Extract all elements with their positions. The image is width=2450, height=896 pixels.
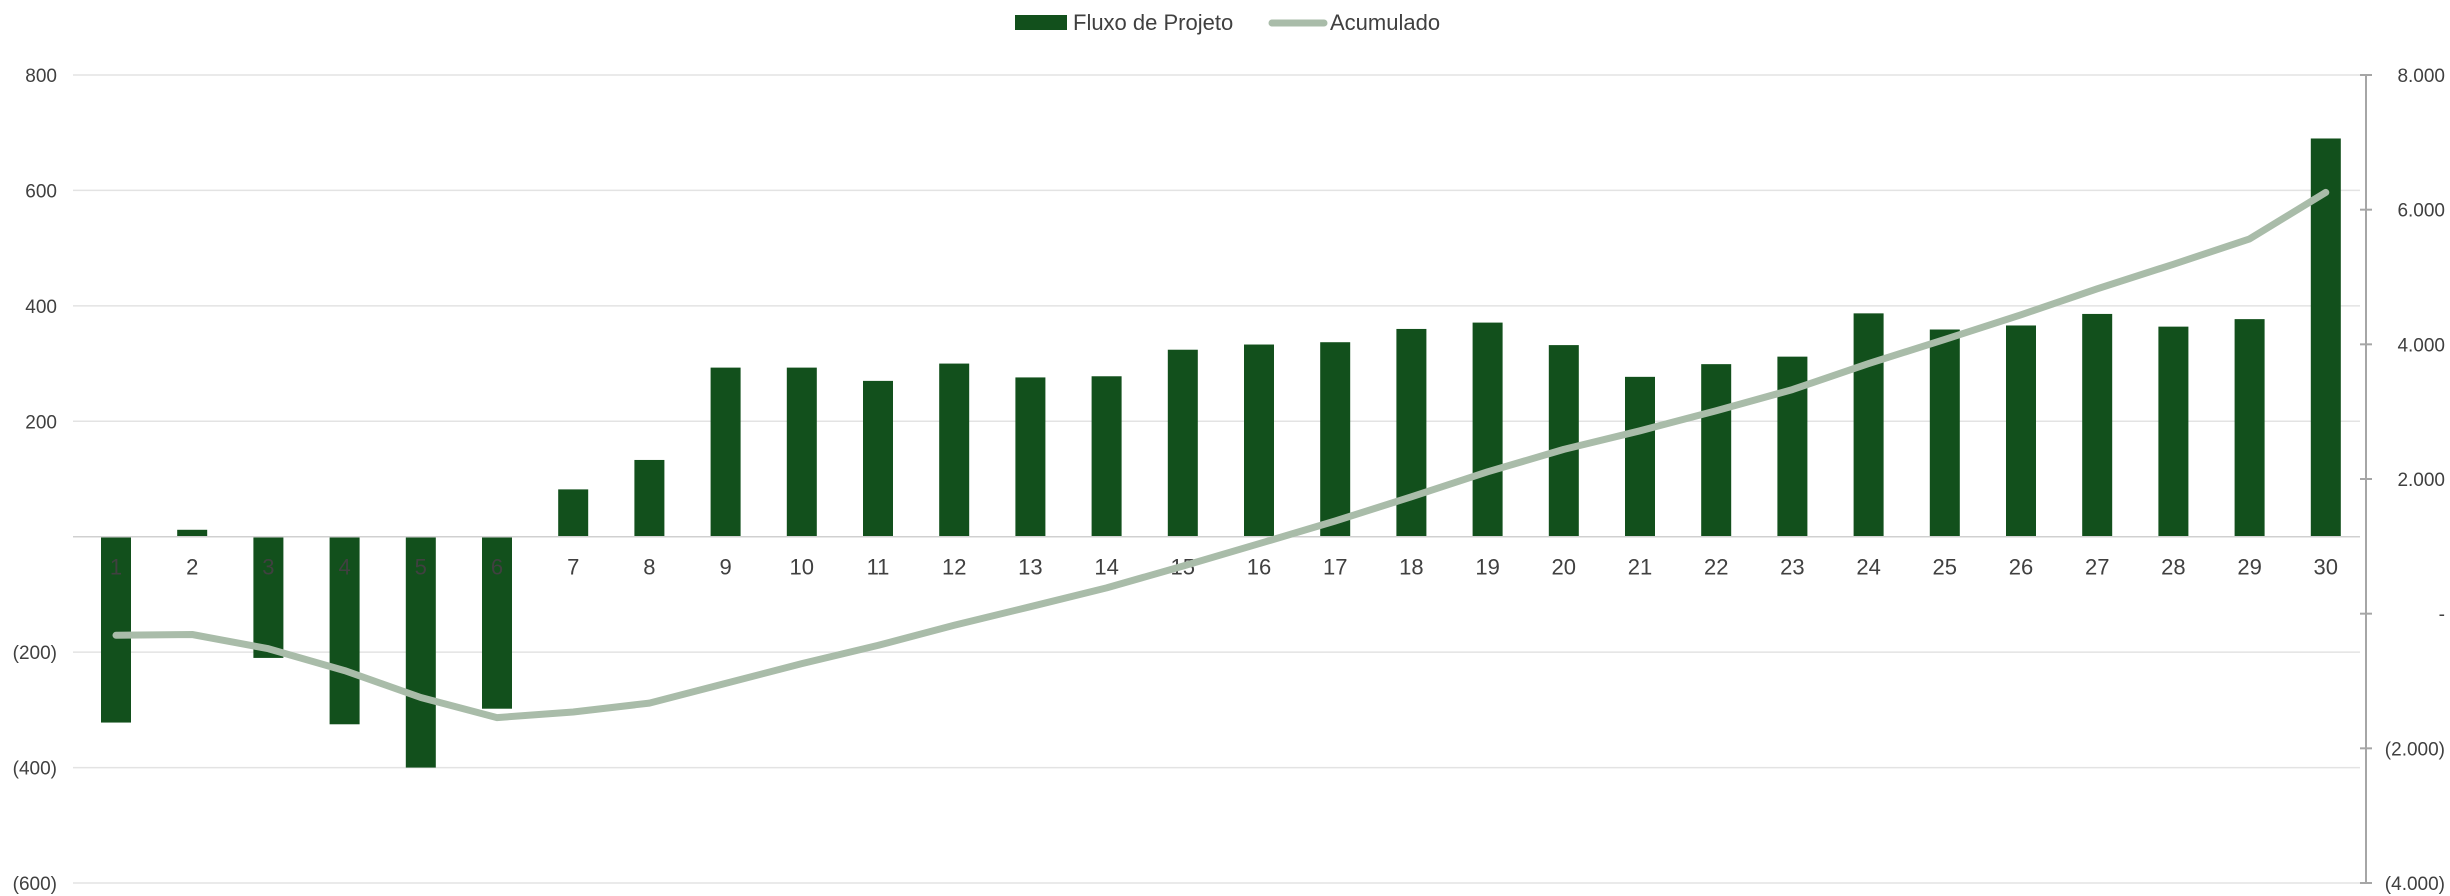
bar-5 [405, 536, 436, 768]
bar-18 [1396, 328, 1427, 537]
category-label-10: 10 [790, 555, 814, 580]
bar-13 [1015, 377, 1046, 537]
category-label-11: 11 [867, 555, 890, 580]
category-label-8: 8 [643, 555, 655, 580]
bar-26 [2006, 325, 2036, 537]
category-label-22: 22 [1704, 555, 1728, 580]
category-label-14: 14 [1094, 555, 1118, 580]
category-label-1: 1 [110, 555, 122, 580]
bar-30 [2310, 138, 2341, 537]
left-tick-label-0: 800 [25, 66, 57, 87]
left-tick-label-6: (600) [13, 874, 57, 895]
bar-24 [1853, 313, 1884, 537]
category-label-16: 16 [1247, 555, 1271, 580]
left-tick-label-3: 200 [25, 412, 57, 433]
category-label-13: 13 [1018, 555, 1042, 580]
bar-4 [329, 536, 360, 725]
bar-19 [1472, 322, 1503, 537]
bar-15 [1167, 349, 1198, 537]
right-tick-label-2: 4.000 [2397, 335, 2445, 356]
bar-20 [1548, 345, 1579, 537]
right-y-axis: 8.000 6.000 4.000 2.000 - (2.000) (4.000) [2360, 66, 2445, 895]
category-label-23: 23 [1780, 555, 1804, 580]
left-tick-label-1: 600 [25, 181, 57, 202]
left-tick-label-4: (200) [13, 643, 57, 664]
bar-2 [177, 529, 208, 537]
legend-swatch-fluxo [1015, 15, 1067, 30]
bar-14 [1091, 376, 1122, 537]
right-tick-label-4: - [2439, 605, 2445, 626]
category-label-4: 4 [338, 555, 350, 580]
category-label-20: 20 [1552, 555, 1576, 580]
bar-series-fluxo [101, 138, 2341, 768]
bar-29 [2234, 319, 2265, 537]
right-tick-label-0: 8.000 [2397, 66, 2445, 87]
legend: Fluxo de Projeto Acumulado [1015, 10, 1440, 35]
bar-27 [2082, 313, 2113, 537]
bar-8 [634, 459, 665, 537]
bar-9 [710, 367, 741, 537]
line-series-acumulado [112, 188, 2330, 722]
left-y-axis: 800 600 400 200 (200) (400) (600) [13, 66, 57, 895]
bar-25 [1929, 329, 1960, 537]
category-label-3: 3 [262, 555, 274, 580]
gridlines [73, 74, 2360, 884]
category-label-6: 6 [491, 555, 503, 580]
category-label-2: 2 [186, 555, 198, 580]
bar-21 [1625, 376, 1655, 537]
category-axis-labels: 1 2 3 4 5 6 7 8 9 10 11 12 13 14 15 16 17 18 19 20 21 22 23 24 2… [110, 555, 2338, 580]
bar-1 [101, 536, 131, 723]
bar-10 [786, 367, 817, 537]
bar-11 [863, 380, 893, 537]
left-tick-label-5: (400) [13, 759, 57, 780]
category-label-5: 5 [415, 555, 427, 580]
category-label-27: 27 [2085, 555, 2109, 580]
acumulado-line [112, 188, 2330, 722]
bar-17 [1320, 342, 1351, 537]
right-tick-label-5: (2.000) [2385, 739, 2445, 760]
category-label-29: 29 [2237, 555, 2261, 580]
bar-12 [939, 363, 970, 537]
category-label-24: 24 [1856, 555, 1880, 580]
category-label-21: 21 [1628, 555, 1652, 580]
bar-6 [482, 536, 512, 709]
bar-7 [558, 489, 589, 537]
bar-28 [2158, 326, 2189, 537]
category-label-19: 19 [1475, 555, 1499, 580]
right-tick-label-1: 6.000 [2397, 201, 2445, 222]
right-tick-label-3: 2.000 [2397, 470, 2445, 491]
bar-22 [1701, 364, 1732, 537]
category-label-25: 25 [1933, 555, 1957, 580]
category-label-9: 9 [719, 555, 731, 580]
category-label-18: 18 [1399, 555, 1423, 580]
category-label-28: 28 [2161, 555, 2185, 580]
category-label-17: 17 [1323, 555, 1347, 580]
left-tick-label-2: 400 [25, 297, 57, 318]
bar-3 [253, 536, 284, 658]
legend-label-fluxo: Fluxo de Projeto [1073, 10, 1233, 35]
bar-16 [1244, 344, 1274, 537]
right-tick-label-6: (4.000) [2385, 874, 2445, 895]
category-label-26: 26 [2009, 555, 2033, 580]
legend-label-acumulado: Acumulado [1330, 10, 1440, 35]
category-label-30: 30 [2314, 555, 2338, 580]
category-label-12: 12 [942, 555, 966, 580]
category-label-7: 7 [567, 555, 579, 580]
